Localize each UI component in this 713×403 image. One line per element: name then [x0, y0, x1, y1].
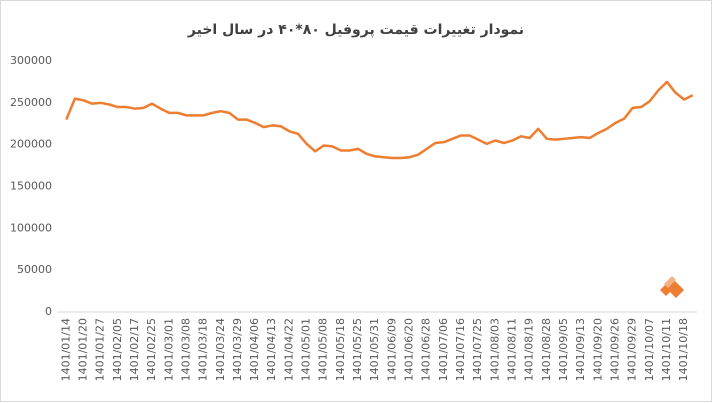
y-tick-label: 200000	[10, 138, 52, 151]
x-tick-label: 1401/01/20	[76, 318, 89, 381]
x-tick-label: 1401/02/05	[111, 318, 124, 381]
x-tick-label: 1401/10/18	[677, 318, 690, 381]
x-tick-label: 1401/08/03	[488, 318, 501, 381]
x-tick-label: 1401/03/08	[179, 318, 192, 381]
y-tick-label: 150000	[10, 180, 52, 193]
x-tick-label: 1401/09/05	[557, 318, 570, 381]
price-line	[65, 80, 694, 160]
x-tick-label: 1401/06/20	[403, 318, 416, 381]
x-tick-label: 1401/04/06	[248, 318, 261, 381]
x-tick-label: 1401/01/27	[94, 318, 107, 381]
x-tick-label: 1401/05/08	[317, 318, 330, 381]
x-tick-label: 1401/07/25	[471, 318, 484, 381]
y-tick-label: 250000	[10, 96, 52, 109]
chart-title: نمودار تغییرات قیمت پروفیل ۸۰*۴۰ در سال …	[187, 22, 524, 38]
x-tick-label: 1401/05/18	[334, 318, 347, 381]
y-tick-label: 300000	[10, 54, 52, 67]
x-tick-label: 1401/07/16	[454, 318, 467, 381]
y-tick-label: 100000	[10, 221, 52, 234]
x-tick-label: 1401/06/28	[420, 318, 433, 381]
x-tick-label: 1401/09/29	[626, 318, 639, 381]
logo	[660, 276, 684, 298]
x-tick-label: 1401/08/19	[523, 318, 536, 381]
x-tick-label: 1401/03/01	[162, 318, 175, 381]
x-tick-label: 1401/03/24	[214, 318, 227, 381]
x-tick-label: 1401/10/07	[643, 318, 656, 381]
x-tick-label: 1401/09/13	[574, 318, 587, 381]
x-tick-label: 1401/10/11	[660, 318, 673, 381]
x-tick-label: 1401/09/20	[591, 318, 604, 381]
x-tick-label: 1401/03/29	[231, 318, 244, 381]
x-tick-label: 1401/01/14	[59, 318, 72, 381]
x-tick-label: 1401/07/06	[437, 318, 450, 381]
x-tick-label: 1401/02/17	[128, 318, 141, 381]
x-tick-label: 1401/04/22	[282, 318, 295, 381]
x-tick-label: 1401/05/25	[351, 318, 364, 381]
x-tick-label: 1401/04/13	[265, 318, 278, 381]
x-tick-label: 1401/08/11	[506, 318, 519, 381]
y-tick-label: 50000	[17, 263, 52, 276]
x-tick-label: 1401/03/18	[197, 318, 210, 381]
x-tick-label: 1401/08/28	[540, 318, 553, 381]
x-tick-label: 1401/05/01	[300, 318, 313, 381]
x-tick-label: 1401/02/25	[145, 318, 158, 381]
x-tick-label: 1401/09/26	[608, 318, 621, 381]
x-tick-label: 1401/05/31	[368, 318, 381, 381]
y-tick-label: 0	[45, 305, 52, 318]
x-tick-label: 1401/06/09	[385, 318, 398, 381]
